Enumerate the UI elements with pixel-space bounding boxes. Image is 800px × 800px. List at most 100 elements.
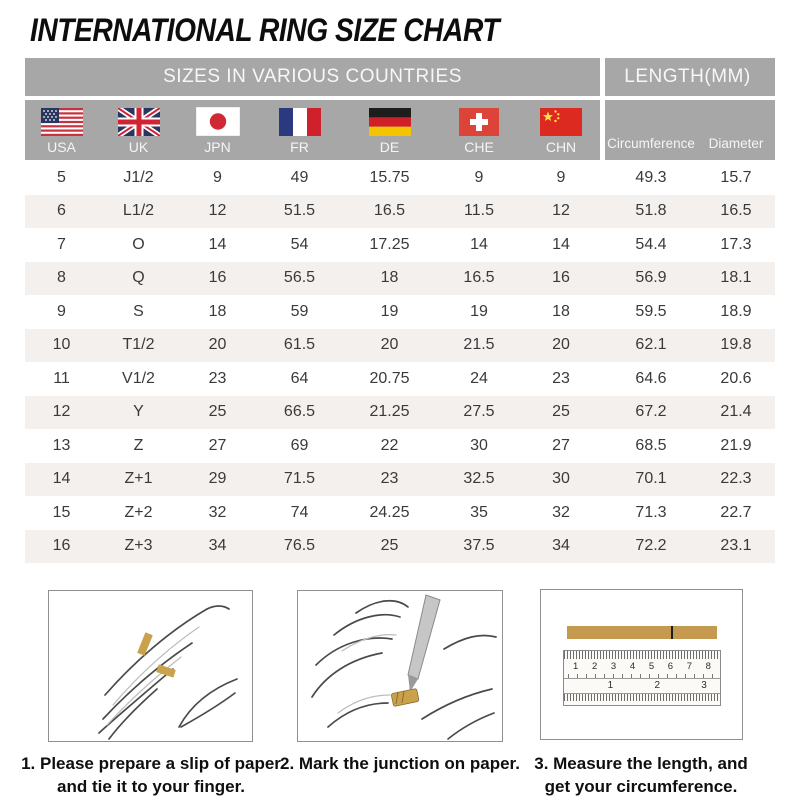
step1-illustration-box (48, 590, 253, 742)
table-cell: 59 (290, 302, 309, 320)
switzerland-flag-icon (459, 108, 499, 136)
table-cell: 16 (552, 269, 570, 287)
table-row: 13 Z 27 69 22 30 27 68.5 21.9 (25, 429, 775, 463)
table-cell: 20 (552, 336, 570, 354)
table-cell: 29 (208, 470, 227, 488)
table-cell: 21.9 (720, 436, 752, 454)
table-cell: 17.25 (369, 235, 410, 253)
country-header-row: USA UK JPN (25, 100, 775, 160)
table-row: 15 Z+2 32 74 24.25 35 32 71.3 22.7 (25, 496, 775, 530)
table-cell: 35 (470, 503, 488, 521)
table-cell: 56.5 (283, 269, 316, 287)
table-cell: 18.1 (720, 269, 752, 287)
table-cell: 71.5 (283, 470, 316, 488)
table-cell: 34 (208, 537, 227, 555)
table-row: 12 Y 25 66.5 21.25 27.5 25 67.2 21.4 (25, 395, 775, 429)
column-label-jpn: JPN (204, 139, 231, 155)
table-cell: 64 (290, 369, 309, 387)
table-cell: 69 (290, 436, 309, 454)
column-header-che: CHE (436, 100, 522, 160)
table-cell: 32.5 (463, 470, 495, 488)
step2-caption: 2. Mark the junction on paper. (268, 752, 532, 775)
table-cell: 59.5 (635, 302, 667, 320)
table-cell: 7 (57, 235, 66, 253)
ruler-inch-scale: 1 2 3 (564, 678, 720, 693)
table-row: 9 S 18 59 19 19 18 59.5 18.9 (25, 295, 775, 329)
strip-mark (671, 626, 673, 639)
ruler-illustration: 1 2 3 4 5 6 7 8 1 2 3 (563, 650, 721, 706)
table-cell: 32 (208, 503, 227, 521)
table-cell: V1/2 (122, 369, 155, 387)
table-cell: 24.25 (369, 503, 410, 521)
table-cell: 14 (208, 235, 227, 253)
hand-marking-with-pen-illustration (298, 591, 502, 741)
table-cell: 15 (52, 503, 71, 521)
table-cell: 71.3 (635, 503, 667, 521)
table-cell: 66.5 (283, 403, 316, 421)
table-cell: 15.75 (369, 168, 410, 186)
header-divider (600, 58, 605, 160)
ruler-mm-ticks (564, 651, 720, 659)
table-cell: 56.9 (635, 269, 667, 287)
table-cell: 25 (208, 403, 227, 421)
table-cell: Y (133, 403, 144, 421)
uk-flag-icon (117, 108, 160, 136)
column-header-uk: UK (98, 100, 179, 160)
table-cell: 19.8 (720, 336, 752, 354)
ruler-number: 2 (591, 661, 598, 672)
step3-caption: 3. Measure the length, and get your circ… (518, 752, 764, 798)
table-cell: 61.5 (283, 336, 316, 354)
column-header-de: DE (343, 100, 436, 160)
step2-illustration-box (297, 590, 503, 742)
column-label-circumference: Circumference (607, 136, 695, 151)
table-cell: 10 (52, 336, 71, 354)
paper-strip-illustration (567, 626, 717, 639)
table-cell: 62.1 (635, 336, 667, 354)
step3-caption-line2: get your circumference. (544, 777, 738, 796)
table-cell: 8 (57, 269, 66, 287)
table-cell: 18 (208, 302, 227, 320)
table-row: 10 T1/2 20 61.5 20 21.5 20 62.1 19.8 (25, 328, 775, 362)
table-cell: 16 (208, 269, 227, 287)
table-cell: 64.6 (635, 369, 667, 387)
table-row: 14 Z+1 29 71.5 23 32.5 30 70.1 22.3 (25, 462, 775, 496)
table-cell: 68.5 (635, 436, 667, 454)
ruler-number: 3 (610, 661, 617, 672)
table-cell: 20 (380, 336, 399, 354)
table-cell: 12 (208, 202, 227, 220)
step1-caption-line1: 1. Please prepare a slip of paper (21, 754, 281, 773)
page-title: INTERNATIONAL RING SIZE CHART (30, 12, 500, 48)
table-row: 5 J1/2 9 49 15.75 9 9 49.3 15.7 (25, 161, 775, 195)
table-cell: 18.9 (720, 302, 752, 320)
table-cell: 17.3 (720, 235, 752, 253)
table-cell: 67.2 (635, 403, 667, 421)
table-cell: 21.5 (463, 336, 495, 354)
table-cell: 49 (290, 168, 309, 186)
usa-flag-icon (40, 108, 83, 136)
table-cell: 54.4 (635, 235, 667, 253)
table-cell: 51.5 (283, 202, 316, 220)
table-cell: 22 (380, 436, 399, 454)
step1-caption: 1. Please prepare a slip of paper and ti… (8, 752, 294, 798)
table-cell: Z (133, 436, 144, 454)
table-cell: 21.25 (369, 403, 410, 421)
table-cell: 16.5 (373, 202, 406, 220)
table-cell: 9 (556, 168, 566, 186)
column-header-jpn: JPN (179, 100, 256, 160)
ruler-cm-ticks (568, 674, 716, 678)
table-cell: Z+2 (124, 503, 153, 521)
table-cell: 9 (57, 302, 66, 320)
table-cell: 12 (552, 202, 570, 220)
hand-with-paper-strip-illustration (49, 591, 252, 741)
step3-caption-line1: 3. Measure the length, and (534, 754, 748, 773)
table-row: 16 Z+3 34 76.5 25 37.5 34 72.2 23.1 (25, 529, 775, 563)
table-row: 11 V1/2 23 64 20.75 24 23 64.6 20.6 (25, 362, 775, 396)
table-cell: 14 (552, 235, 570, 253)
table-cell: 23 (380, 470, 399, 488)
table-row: 7 O 14 54 17.25 14 14 54.4 17.3 (25, 228, 775, 262)
table-cell: 22.7 (720, 503, 752, 521)
table-cell: 23 (208, 369, 227, 387)
table-cell: 27 (208, 436, 227, 454)
table-cell: 30 (552, 470, 570, 488)
table-cell: L1/2 (122, 202, 155, 220)
